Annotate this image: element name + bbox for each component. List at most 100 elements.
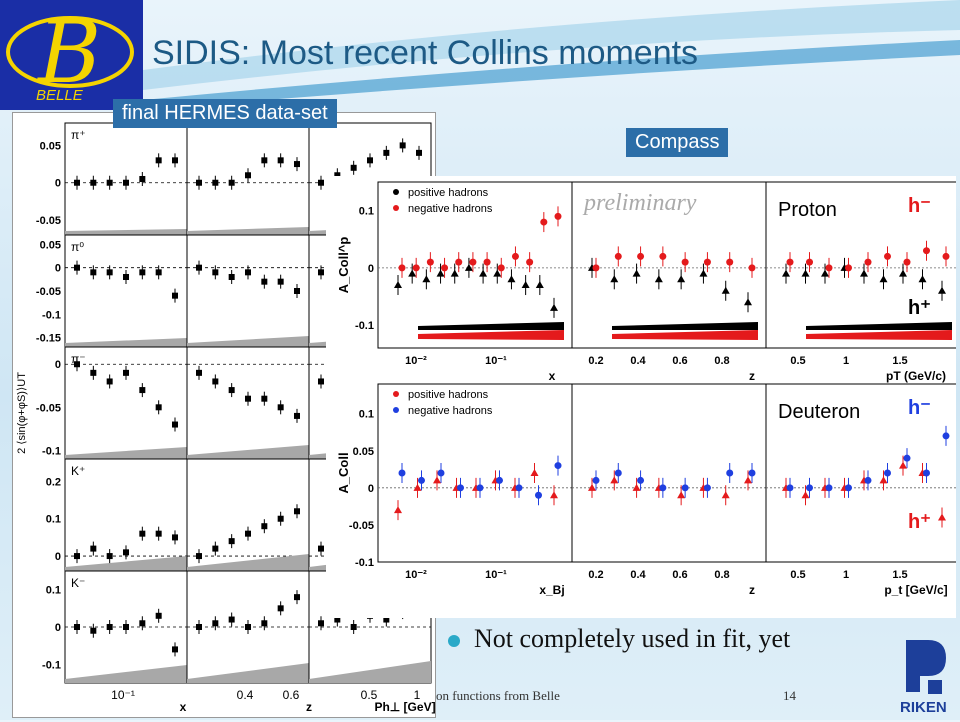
hermes-data-point: [172, 292, 178, 299]
compass-x-label: z: [749, 369, 755, 383]
compass-positive-point: [744, 476, 752, 484]
compass-positive-point: [899, 461, 907, 469]
compass-positive-point: [677, 491, 686, 499]
compass-positive-point: [450, 269, 459, 277]
compass-positive-point: [632, 483, 641, 491]
compass-positive-point: [521, 281, 530, 289]
compass-ylabel: A_Coll^p: [336, 237, 351, 294]
hermes-data-point: [245, 269, 251, 276]
hermes-y-tick: -0.05: [36, 402, 61, 414]
hermes-x-tick: 0.6: [283, 688, 300, 702]
compass-negative-point: [554, 212, 562, 220]
compass-y-tick: 0.05: [353, 446, 374, 458]
hermes-x-label: Ph⊥ [GeV]: [374, 700, 435, 714]
compass-negative-point: [441, 264, 449, 272]
compass-positive-point: [938, 286, 946, 294]
compass-negative-point: [592, 264, 600, 272]
compass-x-label: x_Bj: [539, 583, 564, 597]
hermes-data-point: [228, 616, 235, 623]
compass-x-tick: 0.6: [672, 355, 687, 367]
compass-x-tick: 10⁻²: [405, 355, 427, 367]
hermes-data-point: [172, 646, 178, 653]
compass-positive-point: [479, 269, 488, 277]
hermes-data-point: [123, 179, 129, 186]
hermes-data-point: [367, 157, 373, 164]
belle-logo-text: BELLE: [36, 87, 84, 104]
compass-x-tick: 1.5: [892, 569, 907, 581]
compass-watermark: preliminary: [582, 190, 697, 216]
hermes-data-point: [245, 624, 251, 630]
hermes-data-point: [172, 534, 178, 541]
hermes-data-point: [196, 264, 202, 271]
hermes-systematic-band: [65, 447, 187, 459]
hermes-systematic-band: [309, 661, 431, 683]
compass-negative-hlabel: h⁻: [908, 397, 931, 419]
compass-positive-point: [821, 269, 829, 277]
compass-x-label: x: [549, 369, 556, 383]
hermes-y-tick: 0: [55, 359, 61, 371]
hermes-data-point: [277, 404, 284, 411]
hermes-row-label: K⁺: [71, 464, 85, 478]
hermes-data-point: [350, 164, 357, 171]
hermes-data-point: [261, 620, 268, 627]
compass-positive-point: [433, 476, 441, 484]
hermes-x-tick: 0.4: [237, 688, 254, 702]
hermes-data-point: [155, 404, 162, 411]
hermes-data-point: [196, 369, 202, 376]
hermes-data-point: [106, 624, 113, 630]
compass-tag: Compass: [626, 128, 729, 157]
hermes-y-tick: 0.1: [46, 514, 61, 526]
hermes-y-tick: 0: [55, 622, 61, 634]
compass-negative-point: [923, 469, 930, 477]
hermes-x-tick: 10⁻¹: [111, 688, 135, 702]
compass-negative-point: [825, 264, 833, 272]
compass-positive-point: [588, 483, 596, 491]
hermes-data-point: [212, 545, 219, 552]
compass-negative-band: [612, 330, 758, 340]
compass-positive-point: [422, 275, 431, 283]
hermes-data-point: [155, 157, 162, 164]
hermes-data-point: [416, 149, 422, 156]
hermes-y-tick: 0: [55, 178, 61, 190]
hermes-data-point: [139, 176, 146, 182]
hermes-systematic-band: [187, 227, 309, 235]
compass-negative-point: [483, 258, 491, 266]
compass-positive-point: [394, 281, 402, 289]
hermes-data-point: [334, 616, 341, 623]
compass-positive-point: [938, 513, 946, 521]
compass-y-tick: 0: [368, 483, 374, 495]
compass-x-tick: 0.5: [790, 355, 805, 367]
hermes-data-point: [155, 612, 162, 619]
compass-positive-point: [550, 303, 558, 311]
hermes-y-tick: 0.05: [40, 239, 61, 251]
hermes-data-point: [261, 278, 268, 285]
compass-x-tick: 0.4: [630, 569, 646, 581]
compass-legend-marker: [393, 205, 399, 211]
compass-negative-point: [412, 264, 420, 272]
compass-negative-point: [942, 432, 950, 440]
compass-negative-point: [469, 258, 477, 266]
compass-negative-point: [806, 484, 813, 492]
compass-x-tick: 1.5: [892, 355, 907, 367]
compass-negative-point: [659, 484, 667, 492]
hermes-panel-frame: [186, 234, 310, 348]
bullet-point: Not completely used in fit, yet: [448, 624, 790, 654]
compass-negative-point: [884, 469, 891, 477]
compass-x-tick: 0.6: [672, 569, 687, 581]
compass-negative-point: [614, 469, 622, 477]
hermes-y-tick: -0.1: [42, 659, 61, 671]
hermes-systematic-band: [65, 229, 187, 235]
compass-positive-hlabel: h⁺: [908, 297, 931, 319]
hermes-row-label: π⁻: [71, 352, 86, 366]
hermes-x-tick: 0.5: [361, 688, 378, 702]
compass-x-tick: 0.8: [714, 355, 729, 367]
compass-x-label: z: [749, 583, 755, 597]
compass-negative-point: [398, 469, 406, 477]
compass-negative-hlabel: h⁻: [908, 195, 931, 217]
hermes-data-point: [350, 624, 357, 630]
hermes-data-point: [90, 369, 97, 376]
compass-negative-point: [398, 264, 406, 272]
compass-negative-point: [681, 484, 689, 492]
compass-negative-point: [418, 476, 425, 484]
hermes-data-point: [90, 545, 97, 552]
